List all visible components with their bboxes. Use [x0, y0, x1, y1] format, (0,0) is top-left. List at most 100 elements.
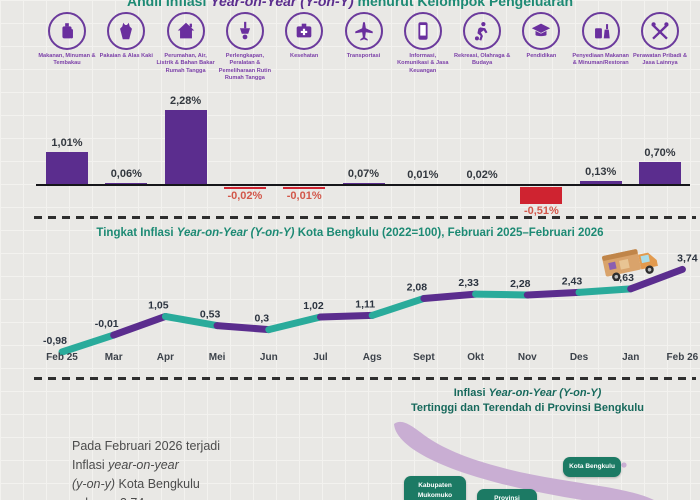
bar-value-label: 0,07%	[347, 167, 380, 180]
bar	[283, 187, 326, 189]
bar-value-label: 2,28%	[169, 94, 202, 107]
line-point-label: 2,28	[510, 278, 531, 290]
x-axis-label: Sept	[413, 352, 435, 363]
line-segment	[368, 294, 428, 319]
x-axis-label: Jul	[313, 352, 328, 363]
x-axis-label: Apr	[157, 352, 174, 363]
dashed-divider	[34, 216, 696, 219]
line-segment	[58, 331, 118, 356]
x-axis-label: Feb 26	[667, 352, 699, 363]
line-segment	[161, 312, 221, 330]
page-title: Andil Inflasi Year-on-Year (Y-on-Y) menu…	[127, 0, 573, 9]
line-point-label: 0,3	[254, 313, 269, 325]
x-axis-label: Mar	[105, 352, 123, 363]
line-segment	[110, 312, 169, 339]
household-equipment-icon	[225, 12, 264, 50]
line-chart-title: Tingkat Inflasi Year-on-Year (Y-on-Y) Ko…	[96, 227, 604, 239]
housing-icon	[166, 12, 205, 50]
bar	[342, 182, 385, 185]
education-icon	[522, 12, 561, 50]
food-beverage-icon	[48, 12, 86, 50]
bar-chart: 1,01% 0,06% 2,28% -0,02% -0,01% 0,07% 0,01% 0,0…	[0, 0, 700, 220]
map-label-provinsi: Provinsi Bengkulu	[477, 489, 537, 500]
line-segment	[472, 290, 531, 299]
line-point-label: 1,02	[303, 300, 324, 312]
bar-value-label: 0,70%	[644, 146, 676, 159]
map-label-mukomuko: Kabupaten Mukomuko	[404, 476, 466, 500]
category-column: Pendidikan	[512, 12, 571, 60]
category-column: Perlengkapan, Peralatan & Pemeliharaan R…	[215, 12, 274, 82]
category-column: Makanan, Minuman & Tembakau	[38, 12, 97, 68]
category-column: Perumahan, Air, Listrik & Bahan Bakar Ru…	[156, 12, 215, 75]
line-point-label: -0,98	[43, 335, 67, 347]
x-axis-label: Mei	[209, 352, 226, 363]
category-column: Kesehatan	[275, 12, 334, 60]
bar	[639, 161, 681, 185]
category-column: Penyediaan Makanan & Minuman/Restoran	[571, 12, 630, 68]
x-axis-label: Des	[570, 352, 589, 363]
bar	[164, 109, 207, 185]
category-label: Rekreasi, Olahraga & Budaya	[453, 53, 511, 67]
x-axis-label: Jan	[622, 352, 639, 363]
x-axis-label: Feb 25	[46, 352, 78, 363]
bar	[46, 151, 88, 185]
bar-value-label: 0,13%	[585, 165, 617, 178]
line-segment	[575, 285, 635, 296]
x-axis-label: Jun	[260, 352, 278, 363]
line-point-label: 0,53	[200, 309, 221, 321]
category-label: Informasi, Komunikasi & Jasa Keuangan	[397, 53, 449, 74]
bottom-section-heading: Inflasi Year-on-Year (Y-on-Y) Tertinggi …	[410, 387, 645, 414]
bar-value-label: -0,51%	[523, 204, 559, 217]
bar-value-label: -0,02%	[227, 189, 263, 202]
summary-paragraph: Pada Februari 2026 terjadi Inflasi year-…	[72, 439, 221, 500]
category-column: Informasi, Komunikasi & Jasa Keuangan	[393, 12, 452, 75]
bar	[520, 187, 563, 204]
bar	[223, 187, 266, 189]
x-axis-label: Ags	[363, 352, 382, 363]
line-segment	[420, 290, 480, 302]
clothing-icon	[107, 12, 146, 50]
category-column: Transportasi	[334, 12, 393, 60]
x-axis-label: Nov	[518, 352, 537, 363]
category-label: Kesehatan	[290, 53, 319, 59]
category-label: Perawatan Pribadi & Jasa Lainnya	[632, 53, 688, 67]
restaurant-icon	[581, 12, 620, 50]
line-point-label: 2,08	[407, 281, 428, 293]
bar	[579, 180, 622, 185]
bar-chart-axis	[36, 184, 690, 186]
bar-value-label: 0,06%	[110, 168, 142, 181]
category-label: Transportasi	[346, 53, 381, 59]
category-label: Pakaian & Alas Kaki	[99, 53, 153, 59]
line-point-label: -0,01	[95, 318, 119, 330]
dashed-divider	[34, 377, 696, 380]
line-segment	[265, 313, 324, 334]
line-chart: -0,98 Feb 25 -0,01 Mar 1,05 Apr 0,53 Mei 0,3 Jun 1…	[43, 252, 699, 363]
category-label: Makanan, Minuman & Tembakau	[38, 53, 96, 67]
line-point-label: 3,74	[677, 252, 698, 264]
category-column: Pakaian & Alas Kaki	[97, 12, 156, 60]
line-point-label: 1,05	[148, 299, 169, 311]
line-segment	[213, 322, 273, 334]
line-point-label: 2,33	[458, 277, 479, 289]
category-column: Rekreasi, Olahraga & Budaya	[453, 12, 512, 68]
line-segment	[523, 288, 583, 299]
personal-care-icon	[641, 12, 679, 50]
line-point-label: 2,43	[562, 275, 583, 287]
category-label: Penyediaan Makanan & Minuman/Restoran	[572, 53, 629, 67]
category-label: Perumahan, Air, Listrik & Bahan Bakar Ru…	[156, 53, 215, 74]
line-segment	[627, 265, 686, 293]
bar-value-label: -0,01%	[286, 189, 322, 202]
health-icon	[285, 12, 324, 50]
bar-value-label: 1,01%	[51, 136, 83, 149]
category-label: Perlengkapan, Peralatan & Pemeliharaan R…	[218, 53, 271, 81]
category-column: Perawatan Pribadi & Jasa Lainnya	[631, 12, 690, 68]
line-segment	[317, 311, 376, 321]
transportation-icon	[344, 12, 383, 50]
x-axis-label: Okt	[467, 352, 484, 363]
category-label: Pendidikan	[526, 53, 557, 59]
category-icon-row: Makanan, Minuman & Tembakau Pakaian & Ala…	[0, 0, 700, 110]
communication-icon	[403, 12, 442, 50]
bar-value-label: 0,01%	[407, 168, 439, 181]
recreation-icon	[463, 12, 502, 50]
map-label-kota-bengkulu: Kota Bengkulu	[563, 457, 621, 477]
